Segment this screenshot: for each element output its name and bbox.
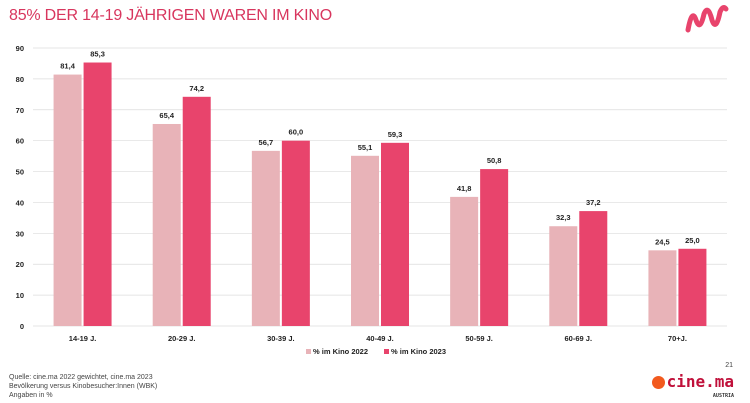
- source-note: Quelle: cine.ma 2022 gewichtet, cine.ma …: [9, 373, 157, 400]
- logo-icon: [685, 5, 729, 33]
- data-label: 59,3: [388, 130, 403, 139]
- source-line: Quelle: cine.ma 2022 gewichtet, cine.ma …: [9, 374, 153, 381]
- data-label: 65,4: [159, 111, 174, 120]
- legend-label: % im Kino 2022: [313, 347, 368, 356]
- bar: [281, 140, 310, 326]
- y-tick-label: 40: [16, 198, 24, 207]
- y-tick-label: 60: [16, 137, 24, 146]
- data-label: 56,7: [259, 138, 274, 147]
- x-tick-label: 50-59 J.: [465, 334, 493, 343]
- x-tick-label: 60-69 J.: [565, 334, 593, 343]
- y-tick-label: 0: [20, 322, 24, 331]
- x-tick-label: 40-49 J.: [366, 334, 394, 343]
- legend-swatch: [384, 349, 389, 354]
- bar-chart: 0 10 20 30 40 50 60 70 80 90 81,4 85,3 14-19 J. 65,4 7…: [16, 44, 727, 356]
- bar: [549, 226, 578, 326]
- data-label: 60,0: [289, 128, 304, 137]
- bar: [182, 96, 211, 326]
- y-tick-label: 50: [16, 168, 24, 177]
- bar: [83, 62, 112, 327]
- x-tick-label: 30-39 J.: [267, 334, 295, 343]
- x-tick-label: 20-29 J.: [168, 334, 196, 343]
- y-tick-label: 80: [16, 75, 24, 84]
- bar: [678, 248, 707, 326]
- logo-dot-icon: [651, 376, 665, 389]
- data-label: 25,0: [685, 236, 700, 245]
- data-label: 24,5: [655, 237, 670, 246]
- data-label: 41,8: [457, 184, 472, 193]
- brand-sub: AUSTRIA: [712, 393, 734, 399]
- bar: [53, 74, 82, 326]
- data-label: 37,2: [586, 198, 601, 207]
- bar: [480, 169, 509, 326]
- bar: [579, 211, 608, 326]
- y-tick-label: 10: [16, 291, 24, 300]
- y-tick-label: 90: [16, 44, 24, 53]
- bar: [152, 123, 181, 326]
- y-tick-label: 30: [16, 229, 24, 238]
- page-number: 21: [725, 362, 733, 369]
- source-line: Angaben in %: [9, 392, 53, 399]
- x-tick-label: 14-19 J.: [69, 334, 97, 343]
- brand-logo: cine.ma AUSTRIA: [651, 372, 734, 399]
- data-label: 81,4: [60, 62, 75, 71]
- brand-text: cine.ma: [666, 372, 734, 391]
- bar: [251, 150, 280, 326]
- data-label: 50,8: [487, 156, 502, 165]
- y-tick-label: 70: [16, 106, 24, 115]
- page-title: 85% DER 14-19 JÄHRIGEN WAREN IM KINO: [9, 7, 332, 24]
- data-label: 32,3: [556, 213, 571, 222]
- legend-swatch: [306, 349, 311, 354]
- data-label: 85,3: [90, 50, 105, 59]
- bar: [351, 155, 379, 326]
- legend-label: % im Kino 2023: [391, 347, 446, 356]
- bar: [450, 196, 479, 326]
- x-tick-label: 70+J.: [668, 334, 687, 343]
- y-tick-label: 20: [16, 260, 24, 269]
- data-label: 55,1: [358, 143, 373, 152]
- source-line: Bevölkerung versus Kinobesucher:Innen (W…: [9, 383, 158, 390]
- bar: [648, 250, 677, 326]
- bar: [381, 142, 409, 326]
- data-label: 74,2: [189, 84, 204, 93]
